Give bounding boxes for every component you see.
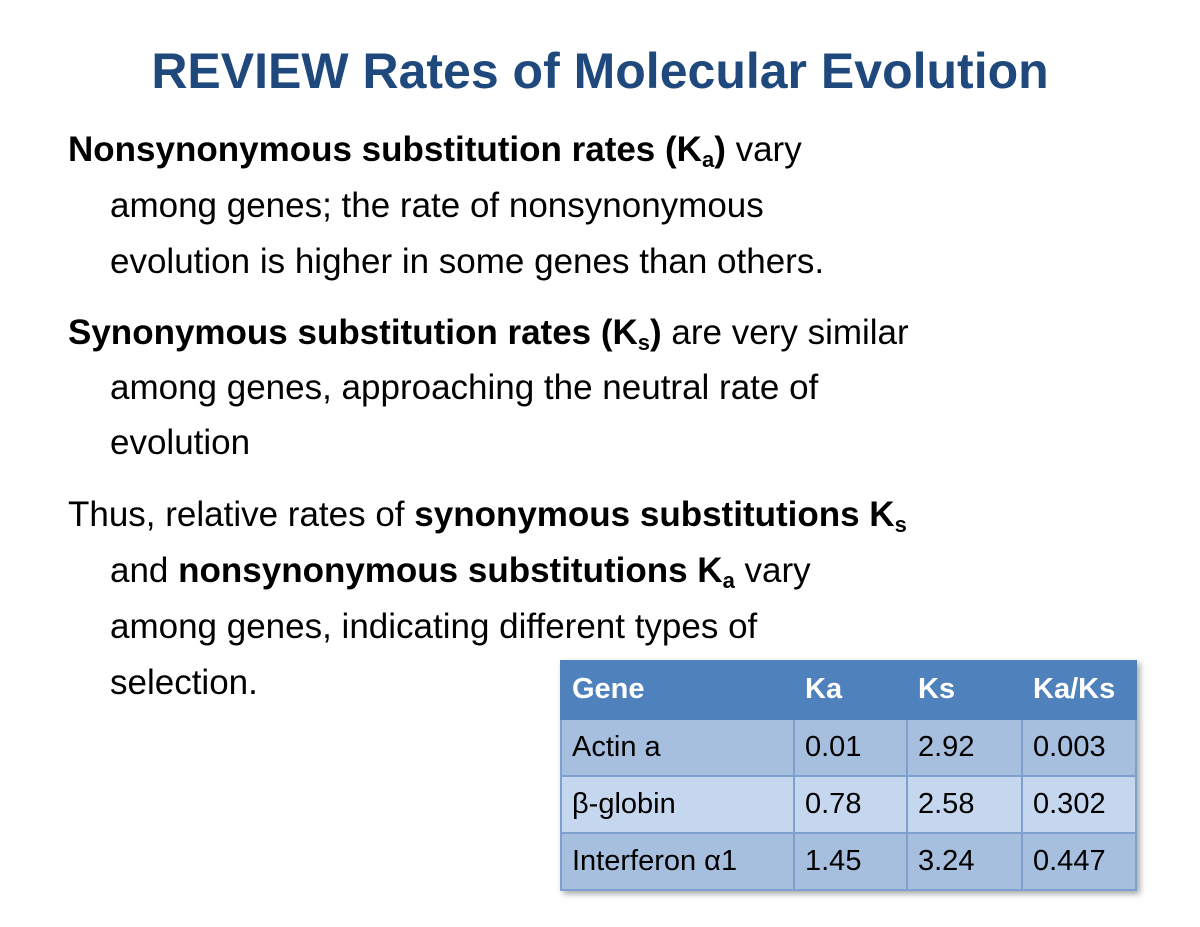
table-cell: Interferon α1: [560, 832, 795, 891]
table-cell: 0.01: [793, 717, 908, 777]
text-run: selection.: [110, 663, 258, 702]
table-cell: 0.78: [793, 775, 908, 834]
table-cell: 0.447: [1021, 832, 1137, 891]
text-line: among genes, indicating different types …: [110, 607, 757, 647]
text-run: among genes; the rate of nonsynonymous: [110, 186, 764, 225]
text-run: among genes, approaching the neutral rat…: [110, 368, 819, 407]
table-cell: 0.302: [1021, 775, 1137, 834]
slide-title: REVIEW Rates of Molecular Evolution: [151, 43, 1049, 99]
text-run: evolution is higher in some genes than o…: [110, 242, 825, 281]
subscript: a: [701, 147, 715, 172]
text-line: Nonsynonymous substitution rates (Ka) va…: [68, 130, 802, 172]
text-line: evolution is higher in some genes than o…: [110, 242, 824, 282]
text-run: synonymous substitutions K: [414, 495, 895, 534]
text-run: among genes, indicating different types …: [110, 607, 758, 646]
table-body: Actin a 0.01 2.92 0.003 β-globin 0.78 2.58 0.30…: [560, 717, 1137, 891]
table-row: β-globin 0.78 2.58 0.302: [560, 775, 1137, 834]
text-run: are very similar: [661, 313, 909, 352]
text-line: Thus, relative rates of synonymous subst…: [68, 495, 907, 537]
rates-table: Gene Ka Ks Ka/Ks Actin a 0.01 2.92 0.003 β-glob…: [560, 660, 1137, 891]
table-cell: β-globin: [560, 775, 795, 834]
text-run: vary: [734, 551, 811, 590]
header-cell: Ks: [906, 660, 1023, 720]
text-line: Synonymous substitution rates (Ks) are v…: [68, 313, 909, 355]
text-line: and nonsynonymous substitutions Ka vary: [110, 551, 811, 593]
table-row: Interferon α1 1.45 3.24 0.447: [560, 832, 1137, 891]
text-line: among genes; the rate of nonsynonymous: [110, 186, 764, 226]
header-cell: Ka: [793, 660, 908, 720]
header-cell: Ka/Ks: [1021, 660, 1137, 720]
table-cell: Actin a: [560, 717, 795, 777]
text-run: Thus, relative rates of: [68, 495, 415, 534]
subscript: s: [894, 512, 907, 537]
table-cell: 2.58: [906, 775, 1023, 834]
table-cell: 0.003: [1021, 717, 1137, 777]
table-header: Gene Ka Ks Ka/Ks: [560, 660, 1137, 720]
text-run: evolution: [110, 423, 251, 462]
text-run: Nonsynonymous substitution rates (K: [68, 130, 702, 169]
text-run: vary: [725, 130, 802, 169]
text-run: nonsynonymous substitutions K: [178, 551, 723, 590]
subscript: s: [637, 330, 651, 355]
text-line: among genes, approaching the neutral rat…: [110, 368, 818, 408]
table-cell: 2.92: [906, 717, 1023, 777]
text-run: and: [110, 551, 179, 590]
subscript: a: [722, 568, 735, 593]
table-cell: 1.45: [793, 832, 908, 891]
text-line: selection.: [110, 663, 258, 703]
table-row: Actin a 0.01 2.92 0.003: [560, 717, 1137, 777]
header-cell: Gene: [560, 660, 795, 720]
text-line: evolution: [110, 423, 250, 463]
table-cell: 3.24: [906, 832, 1023, 891]
text-run: ): [714, 130, 726, 169]
text-run: ): [650, 313, 662, 352]
text-run: Synonymous substitution rates (K: [68, 313, 638, 352]
